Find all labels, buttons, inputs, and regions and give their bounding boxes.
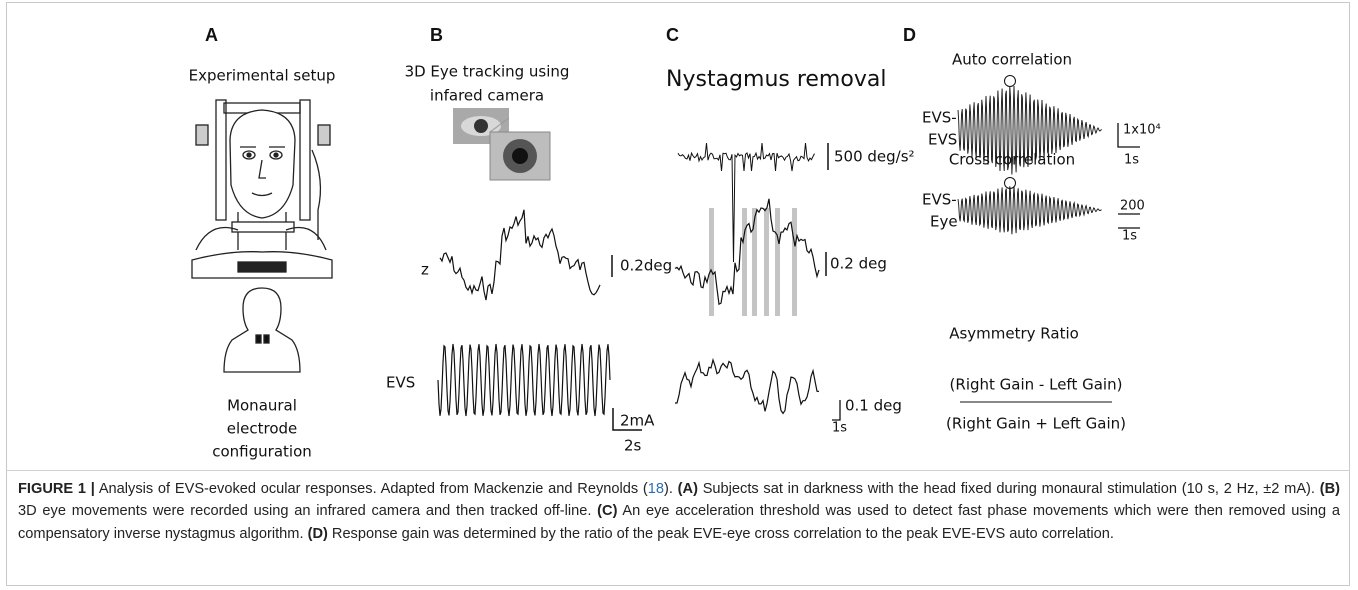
electrode-caption: configuration (212, 443, 312, 461)
caption-panel-ref: (B) (1320, 481, 1340, 497)
panel-title: infared camera (430, 87, 544, 105)
scale-bar (832, 400, 840, 420)
scale-label: 1x10⁴ (1123, 123, 1161, 138)
scale-label: 500 deg/s² (834, 148, 915, 166)
trace-label: EVS- (922, 109, 957, 127)
scale-label: 0.2 deg (830, 255, 887, 273)
caption-text: ). (664, 481, 678, 497)
trace-label: z (421, 261, 429, 279)
figure: A Experimental setup Monaural electrode … (0, 0, 1358, 470)
scale-label: 0.2deg (620, 257, 672, 275)
page: A Experimental setup Monaural electrode … (0, 0, 1358, 590)
trace-label: EVS (386, 374, 415, 392)
ratio-numerator: (Right Gain - Left Gain) (950, 376, 1123, 394)
removal-bars (709, 208, 797, 316)
caption-panel-ref: (D) (308, 526, 328, 542)
eye-photos (453, 108, 550, 180)
caption-text: Response gain was determined by the rati… (328, 526, 1114, 542)
caption-text: Analysis of EVS-evoked ocular responses.… (95, 481, 648, 497)
scale-label: 1s (1124, 153, 1139, 168)
scale-label: 0.1 deg (845, 397, 902, 415)
setup-drawing (192, 100, 332, 372)
panel-title: Auto correlation (952, 51, 1072, 69)
panel-label: A (205, 25, 218, 45)
corrected-trace (675, 360, 819, 413)
evs-trace (438, 344, 610, 416)
caption-label: FIGURE 1 | (18, 481, 95, 497)
electrode-caption: electrode (227, 420, 298, 438)
panel-title: Nystagmus removal (666, 67, 886, 92)
caption-panel-ref: (C) (597, 503, 617, 519)
panel-title: 3D Eye tracking using (405, 63, 570, 81)
panel-title: Experimental setup (189, 67, 336, 85)
caption-text: Subjects sat in darkness with the head f… (698, 481, 1320, 497)
scale-label: 2mA (620, 412, 655, 430)
caption-text: 3D eye movements were recorded using an … (18, 503, 597, 519)
eye-trace (440, 210, 600, 300)
trace-label: EVS- (922, 191, 957, 209)
electrode-caption: Monaural (227, 397, 297, 415)
panel-label: B (430, 25, 443, 45)
caption-panel-ref: (A) (678, 481, 698, 497)
ratio-title: Asymmetry Ratio (949, 325, 1079, 343)
figure-caption: FIGURE 1 | Analysis of EVS-evoked ocular… (18, 478, 1340, 545)
panel-label: C (666, 25, 679, 45)
separator (6, 470, 1350, 471)
panel-label: D (903, 25, 916, 45)
scale-label: 2s (624, 437, 642, 455)
scale-label: 1s (1122, 229, 1137, 244)
ratio-denominator: (Right Gain + Left Gain) (946, 415, 1126, 433)
caption-reference[interactable]: 18 (648, 481, 664, 497)
scale-label: 1s (832, 421, 847, 436)
trace-label: EVS (928, 131, 957, 149)
cross-correlation (958, 186, 1102, 234)
peak-marker (1005, 76, 1016, 87)
scale-bar (1118, 214, 1140, 228)
scale-label: 200 (1120, 199, 1145, 214)
trace-label: Eye (930, 213, 958, 231)
